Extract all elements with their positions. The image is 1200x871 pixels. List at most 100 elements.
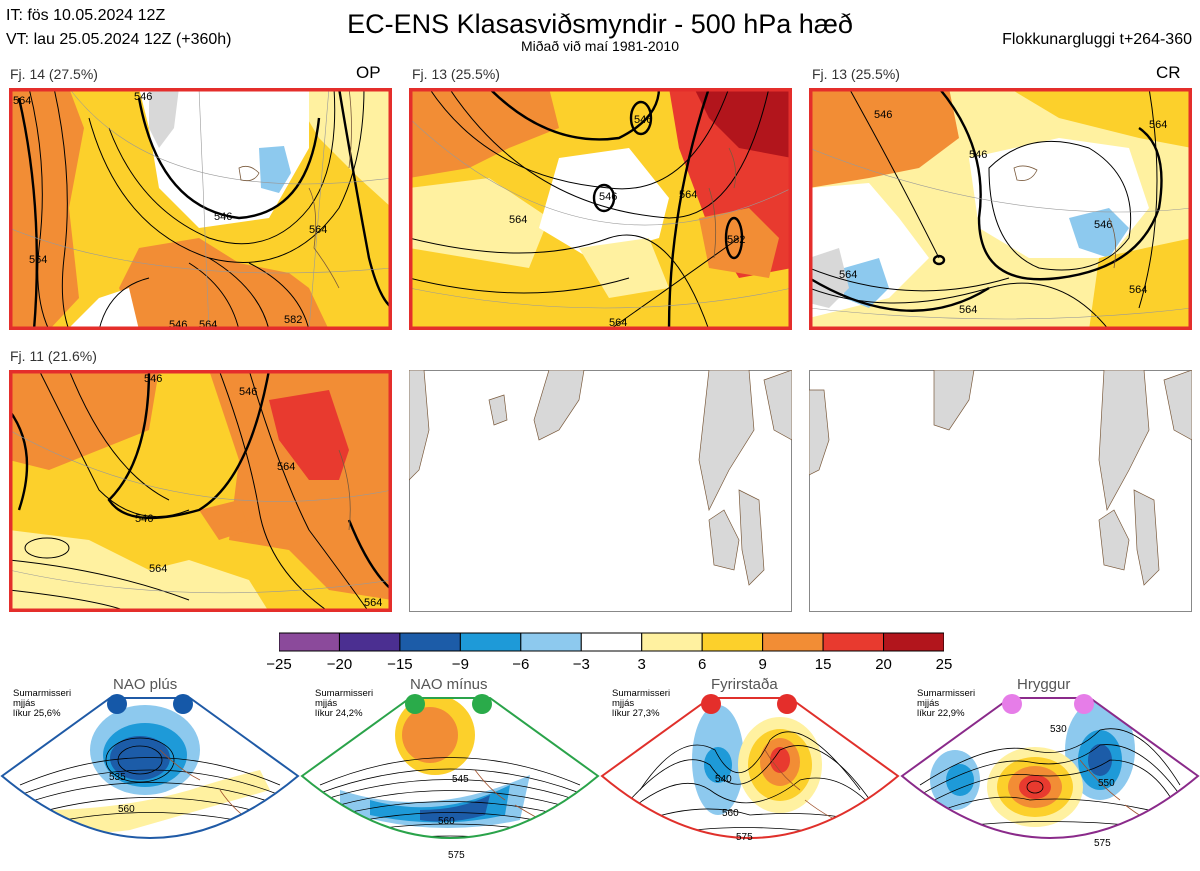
colorbar-bin [641, 632, 703, 652]
colorbar-tick-label: −3 [572, 656, 590, 673]
empty-map-6 [809, 370, 1192, 612]
contour-label: 564 [309, 224, 327, 236]
contour-label: 546 [144, 373, 162, 385]
contour-label: 564 [29, 254, 47, 266]
regime-note-nao-minus: Sumarmisseri mjjás líkur 24,2% [315, 688, 374, 719]
regime-dot [405, 694, 425, 714]
contour-label: 575 [736, 832, 753, 843]
colorbar-bin [822, 632, 885, 652]
contour-label: 564 [277, 461, 295, 473]
colorbar-bin [762, 632, 824, 652]
colorbar-tick-label: −25 [266, 656, 292, 673]
contour-label: 564 [959, 304, 977, 316]
colorbar-bin [580, 632, 643, 652]
colorbar-tick-label: 3 [637, 656, 646, 673]
colorbar-bin [520, 632, 582, 652]
regime-dot [472, 694, 492, 714]
panel-1-label: Fj. 14 (27.5%) [10, 66, 98, 82]
regime-note-blocking: Sumarmisseri mjjás líkur 27,3% [612, 688, 671, 719]
regime-map-nao-plus: 535 560 [0, 690, 300, 871]
regime-frame [600, 697, 900, 839]
cluster-map-2: 546 546 564 564 582 564 [409, 88, 792, 330]
contour-label: 560 [722, 808, 739, 819]
contour-label: 546 [1094, 219, 1112, 231]
contour-label: 550 [1098, 778, 1115, 789]
colorbar-bin [338, 632, 401, 652]
colorbar-bin [279, 632, 340, 652]
contour-label: 564 [609, 317, 627, 329]
contour-label: 582 [727, 234, 745, 246]
contour-label: 564 [149, 563, 167, 575]
contour-label: 560 [438, 816, 455, 827]
regime-title-nao-plus: NAO plús [113, 676, 178, 693]
colorbar-bin [883, 632, 944, 652]
contour-label: 530 [1050, 724, 1067, 735]
regime-title-blocking: Fyrirstaða [711, 676, 778, 693]
colorbar-bin [459, 632, 522, 652]
cluster-map-3: 546 546 564 546 564 564 564 [809, 88, 1192, 330]
regime-dot [1074, 694, 1094, 714]
colorbar-tick-label: −20 [326, 656, 353, 673]
contour-label: 564 [13, 95, 31, 107]
regime-dot [701, 694, 721, 714]
empty-map-5 [409, 370, 792, 612]
init-time: IT: fös 10.05.2024 12Z [6, 7, 166, 24]
valid-time: VT: lau 25.05.2024 12Z (+360h) [6, 31, 232, 48]
contour-label: 546 [239, 386, 257, 398]
clustering-window: Flokkunargluggi t+264-360 [1002, 31, 1192, 48]
regime-note-nao-plus: Sumarmisseri mjjás líkur 25,6% [13, 688, 72, 719]
contour-label: 582 [284, 314, 302, 326]
colorbar-tick-label: 6 [698, 656, 707, 673]
panel-2-label: Fj. 13 (25.5%) [412, 66, 500, 82]
contour-label: 545 [452, 774, 469, 785]
panel-3-tag: CR [1156, 63, 1181, 82]
panel-1-tag: OP [356, 63, 381, 82]
contour-label: 546 [969, 149, 987, 161]
contour-label: 564 [679, 189, 697, 201]
colorbar-tick-label: 9 [758, 656, 767, 673]
contour-label: 564 [199, 319, 217, 330]
contour-label: 564 [839, 269, 857, 281]
page-title: EC-ENS Klasasviðsmyndir - 500 hPa hæð [347, 9, 853, 39]
regime-title-nao-minus: NAO mínus [410, 676, 488, 693]
colorbar-bin [399, 632, 461, 652]
contour-label: 575 [448, 850, 465, 861]
contour-label: 575 [1094, 838, 1111, 849]
regime-note-ridge: Sumarmisseri mjjás líkur 22,9% [917, 688, 976, 719]
contour-label: 546 [134, 91, 152, 103]
colorbar-tick-label: −6 [512, 656, 530, 673]
contour-label: 546 [599, 191, 617, 203]
contour-label: 540 [715, 774, 732, 785]
contour-label: 535 [109, 772, 126, 783]
colorbar-tick-label: 20 [875, 656, 892, 673]
regime-frame [900, 697, 1200, 839]
contour-label: 560 [118, 804, 135, 815]
regime-map-nao-minus: 545 560 575 [300, 690, 600, 871]
regime-map-blocking: 540 560 575 [600, 690, 900, 871]
panel-3-label: Fj. 13 (25.5%) [812, 66, 900, 82]
regime-dot [777, 694, 797, 714]
colorbar-tick-label: 25 [935, 656, 953, 673]
regime-dot [107, 694, 127, 714]
regime-frame [0, 697, 300, 839]
contour-label: 564 [1129, 284, 1147, 296]
colorbar-tick-label: −15 [387, 656, 413, 673]
cluster-map-4: 546 546 546 564 564 564 [9, 370, 392, 612]
regime-title-ridge: Hryggur [1017, 676, 1071, 693]
contour-label: 564 [1149, 119, 1167, 131]
contour-label: 564 [509, 214, 527, 226]
colorbar-bin [701, 632, 764, 652]
contour-label: 546 [214, 211, 232, 223]
regime-map-ridge: 530 550 575 [900, 690, 1200, 871]
panel-4-label: Fj. 11 (21.6%) [10, 348, 97, 364]
contour-label: 546 [634, 114, 652, 126]
regime-frame [300, 697, 600, 839]
page-subtitle: Miðað við maí 1981-2010 [521, 38, 679, 54]
regime-dot [1002, 694, 1022, 714]
contour-label: 546 [874, 109, 892, 121]
colorbar-tick-label: 15 [814, 656, 832, 673]
contour-label: 546 [135, 513, 153, 525]
colorbar-tick-label: −9 [451, 656, 469, 673]
contour-label: 564 [364, 597, 382, 609]
cluster-map-1: 564 546 546 564 564 546 564 582 [9, 88, 392, 330]
